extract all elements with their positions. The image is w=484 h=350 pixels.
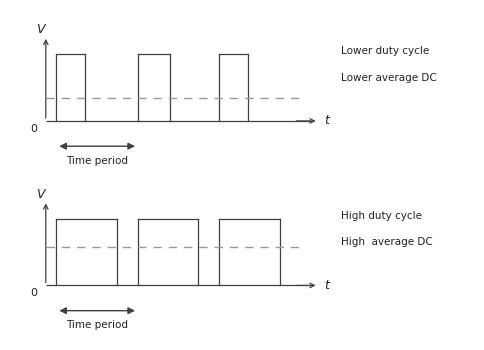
- Text: V: V: [36, 188, 45, 201]
- Text: Lower duty cycle: Lower duty cycle: [341, 46, 429, 56]
- Text: 0: 0: [30, 124, 37, 134]
- Text: Time period: Time period: [66, 320, 128, 330]
- Text: t: t: [324, 279, 329, 292]
- Text: Lower average DC: Lower average DC: [341, 73, 437, 83]
- Text: 0: 0: [30, 288, 37, 298]
- Text: V: V: [36, 23, 45, 36]
- Text: Time period: Time period: [66, 155, 128, 166]
- Text: High  average DC: High average DC: [341, 237, 433, 247]
- Text: High duty cycle: High duty cycle: [341, 211, 422, 220]
- Text: t: t: [324, 114, 329, 127]
